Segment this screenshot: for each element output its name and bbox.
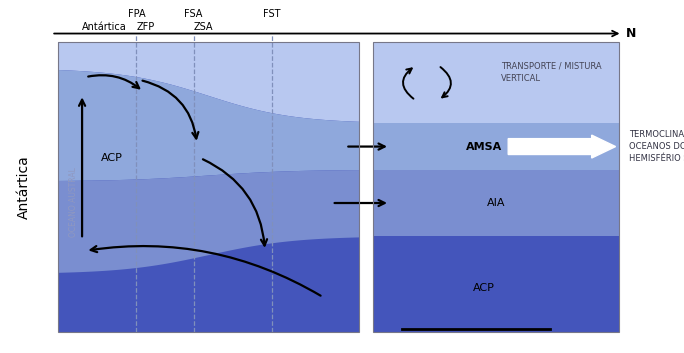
Bar — [373, 236, 619, 332]
Polygon shape — [58, 70, 359, 181]
Bar — [373, 124, 619, 170]
Text: ACP: ACP — [101, 153, 123, 163]
Text: OCEANO AUSTRAL: OCEANO AUSTRAL — [68, 167, 78, 237]
Bar — [58, 42, 359, 332]
Polygon shape — [58, 42, 359, 122]
Text: FST: FST — [263, 10, 280, 19]
Text: AMSA: AMSA — [466, 142, 501, 151]
Text: ZSA: ZSA — [194, 22, 213, 32]
Bar — [373, 42, 619, 332]
Polygon shape — [58, 170, 359, 273]
Bar — [58, 42, 359, 332]
Text: Antártica: Antártica — [17, 155, 31, 219]
Text: AIA: AIA — [486, 198, 505, 208]
Text: ACP: ACP — [473, 283, 495, 293]
Bar — [373, 42, 619, 124]
Text: N: N — [626, 27, 636, 40]
Text: TRANSPORTE / MISTURA
VERTICAL: TRANSPORTE / MISTURA VERTICAL — [501, 62, 601, 83]
Bar — [373, 170, 619, 236]
Text: ZFP: ZFP — [136, 22, 155, 32]
Text: TERMOCLINA DOS
OCEANOS DO
HEMISFÉRIO SUL: TERMOCLINA DOS OCEANOS DO HEMISFÉRIO SUL — [629, 130, 684, 163]
FancyArrow shape — [508, 135, 616, 158]
Text: FPA: FPA — [128, 10, 145, 19]
Text: Antártica: Antártica — [82, 22, 127, 32]
Text: FSA: FSA — [185, 10, 202, 19]
